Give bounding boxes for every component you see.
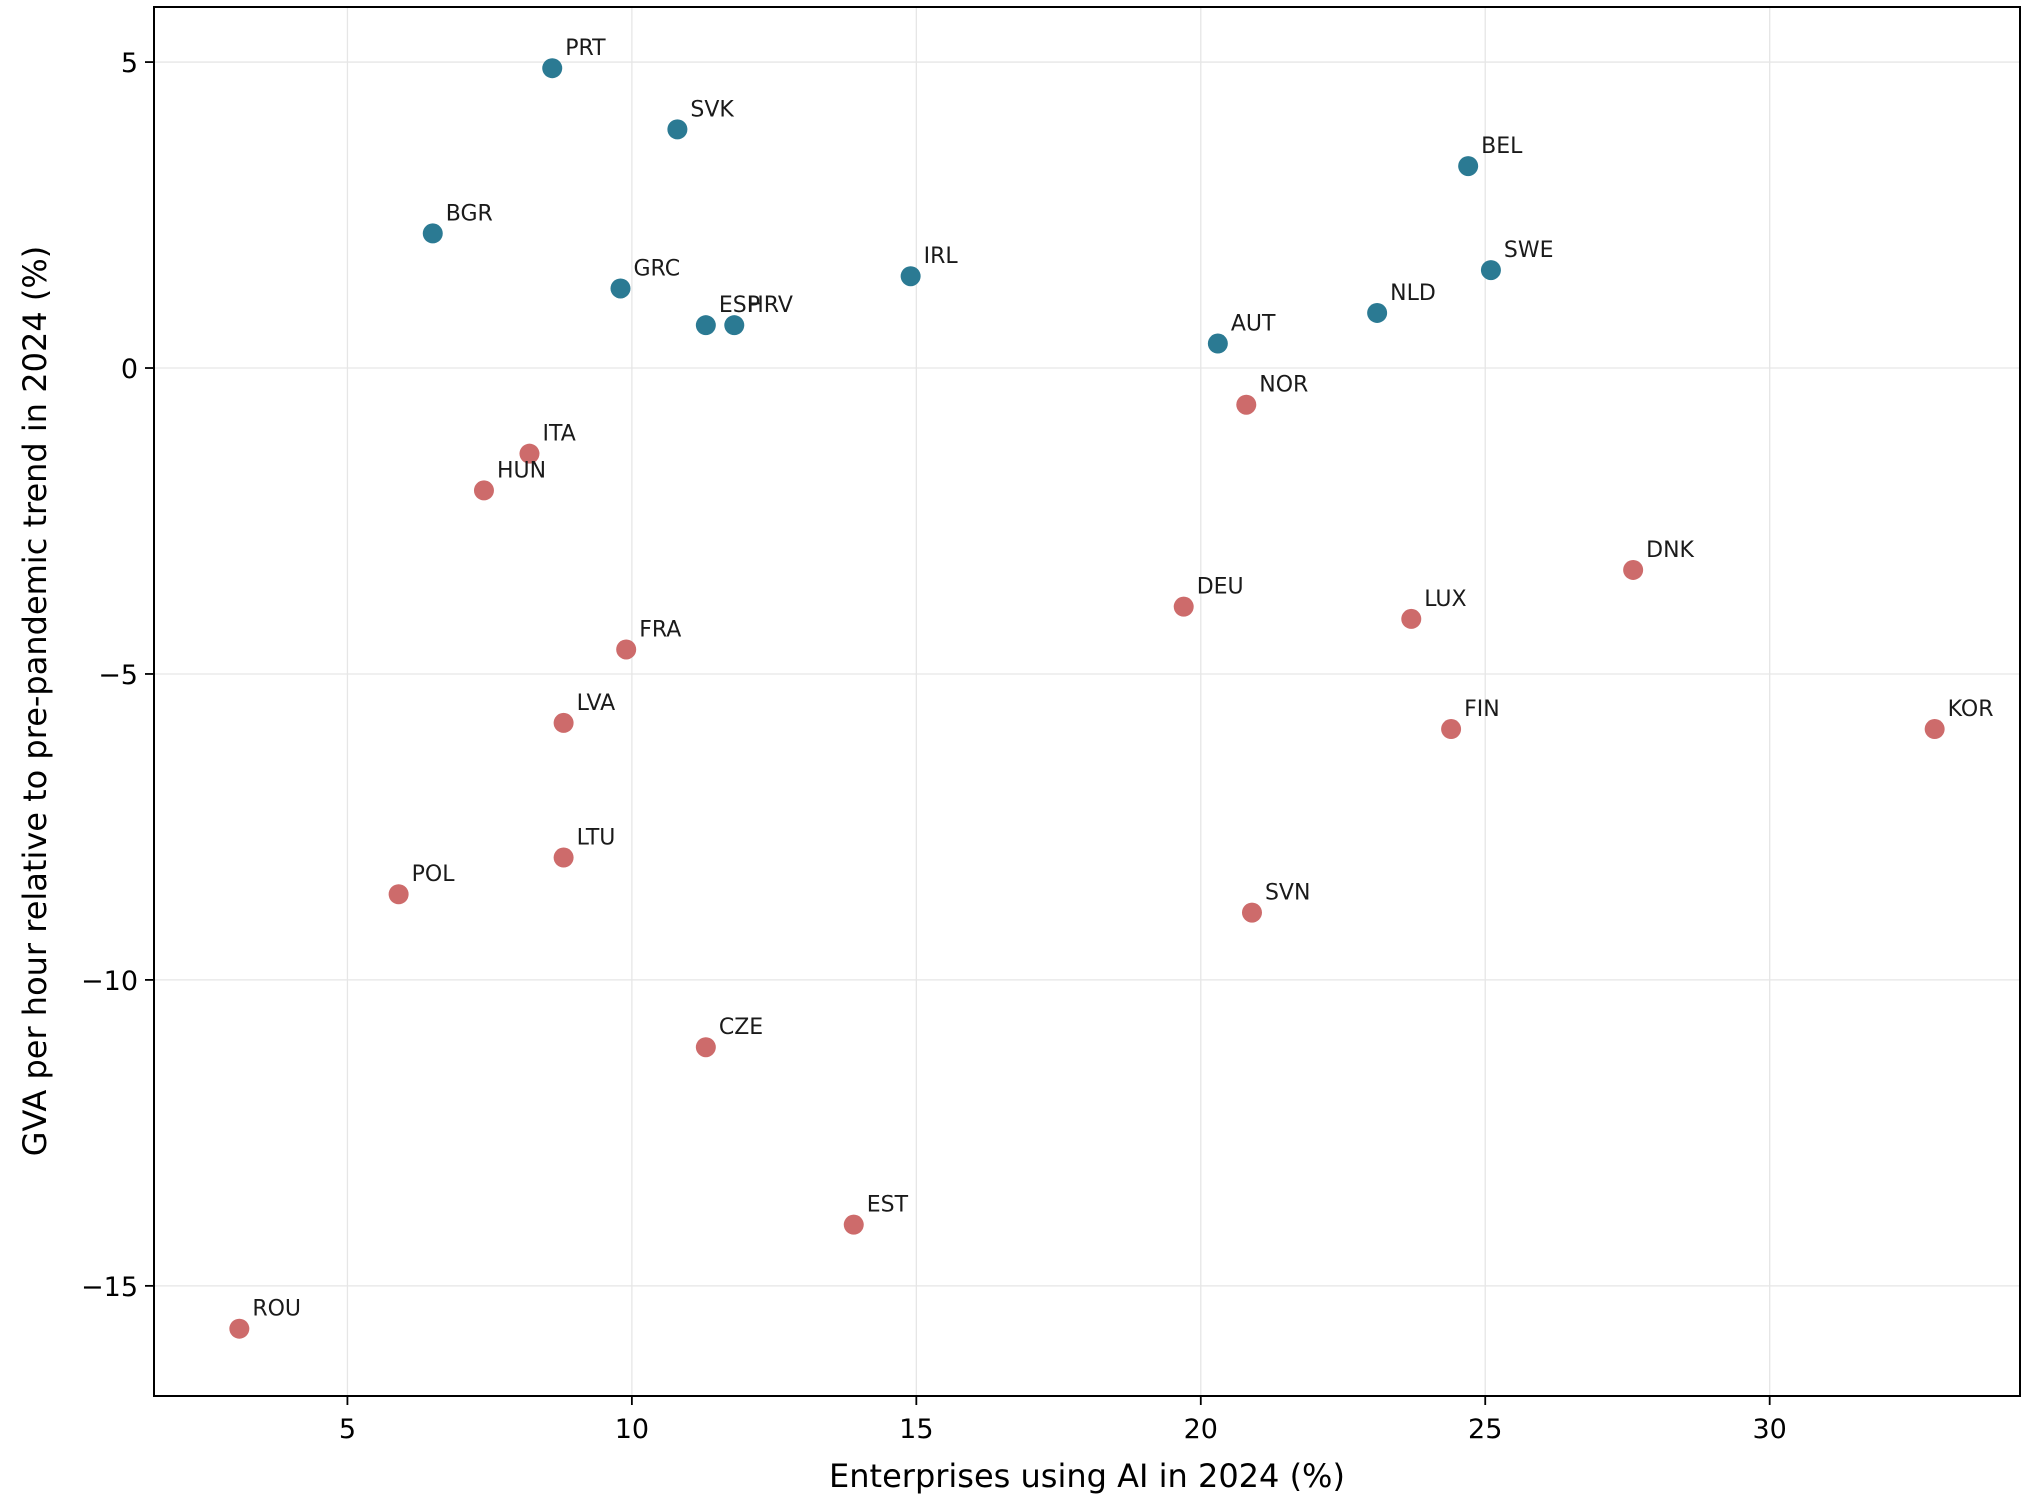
y-tick-label: 5 (121, 48, 138, 79)
y-tick-label: −15 (81, 1272, 138, 1303)
point-label-grc: GRC (634, 256, 681, 281)
point-label-rou: ROU (252, 1297, 301, 1322)
data-point-lva (553, 712, 574, 733)
data-point-irl (900, 266, 921, 287)
data-point-svn (1241, 902, 1262, 923)
data-point-pol (388, 884, 409, 905)
data-point-deu (1173, 596, 1194, 617)
data-point-est (843, 1214, 864, 1235)
data-point-fra (616, 639, 637, 660)
data-point-esp (695, 315, 716, 336)
x-tick-label: 10 (615, 1414, 649, 1445)
data-point-hrv (724, 315, 745, 336)
point-label-kor: KOR (1948, 697, 1994, 722)
data-point-bel (1458, 156, 1479, 177)
data-point-hun (473, 480, 494, 501)
point-label-swe: SWE (1504, 238, 1554, 263)
data-point-nld (1367, 302, 1388, 323)
point-label-fra: FRA (639, 617, 681, 642)
grid (154, 7, 2020, 1396)
y-axis-label: GVA per hour relative to pre-pandemic tr… (16, 246, 54, 1156)
point-label-esp: ESP (719, 293, 760, 318)
data-point-aut (1207, 333, 1228, 354)
data-point-svk (667, 119, 688, 140)
point-label-bel: BEL (1481, 134, 1523, 159)
point-label-deu: DEU (1197, 575, 1244, 600)
point-label-lva: LVA (577, 691, 616, 716)
point-label-bgr: BGR (446, 201, 493, 226)
x-tick-label: 5 (339, 1414, 356, 1445)
point-label-fin: FIN (1464, 697, 1500, 722)
data-point-bgr (422, 223, 443, 244)
data-point-dnk (1623, 559, 1644, 580)
y-tick-label: −10 (81, 966, 138, 997)
data-point-grc (610, 278, 631, 299)
x-tick-label: 20 (1184, 1414, 1218, 1445)
point-label-lux: LUX (1424, 587, 1466, 612)
data-point-cze (695, 1037, 716, 1058)
data-point-lux (1401, 608, 1422, 629)
axis-ticks: 5 10 15 20 25 30 5 0 −5 −10 −15 (81, 48, 1787, 1445)
point-label-est: EST (867, 1193, 909, 1218)
point-label-dnk: DNK (1646, 538, 1694, 563)
data-point-fin (1441, 719, 1462, 740)
y-tick-label: −5 (98, 660, 138, 691)
point-label-cze: CZE (719, 1015, 763, 1040)
x-tick-label: 30 (1753, 1414, 1787, 1445)
data-point-ita (519, 443, 540, 464)
data-point-prt (542, 58, 563, 79)
data-points (229, 58, 1945, 1339)
data-point-swe (1480, 260, 1501, 281)
plot-frame (153, 6, 2021, 1397)
point-label-nor: NOR (1259, 373, 1308, 398)
point-label-aut: AUT (1231, 312, 1276, 337)
data-point-nor (1236, 394, 1257, 415)
point-label-svk: SVK (690, 97, 734, 122)
x-tick-label: 25 (1468, 1414, 1502, 1445)
point-label-ltu: LTU (577, 826, 616, 851)
point-label-hrv: HRV (747, 293, 793, 318)
x-axis-label: Enterprises using AI in 2024 (%) (829, 1457, 1345, 1495)
y-tick-label: 0 (121, 354, 138, 385)
data-point-ltu (553, 847, 574, 868)
point-label-nld: NLD (1390, 281, 1436, 306)
data-point-rou (229, 1318, 250, 1339)
point-label-svn: SVN (1265, 881, 1310, 906)
point-label-pol: POL (412, 862, 456, 887)
point-label-irl: IRL (924, 244, 959, 269)
point-label-prt: PRT (565, 36, 606, 61)
data-point-kor (1924, 719, 1945, 740)
point-label-hun: HUN (497, 458, 546, 483)
point-label-ita: ITA (542, 422, 575, 447)
x-tick-label: 15 (899, 1414, 933, 1445)
